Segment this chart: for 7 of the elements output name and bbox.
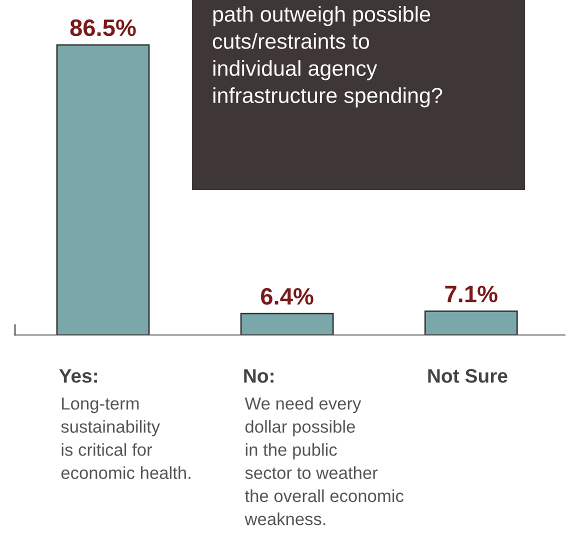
data-label: 7.1% xyxy=(445,286,498,302)
x-tick-label: Yes: Long-term sustainability is critical for economic health. xyxy=(59,369,190,480)
x-tick-label: Not Sure xyxy=(428,369,508,383)
chart-title: path outweigh possible cuts/restraints to individual agency infrastructure spending? xyxy=(212,6,442,108)
x-tick-label: No: We need every dollar possible in the public sector to weather the overall economic weakness. xyxy=(244,369,404,526)
data-label: 6.4% xyxy=(261,288,314,305)
data-label: 86.5% xyxy=(70,19,136,36)
